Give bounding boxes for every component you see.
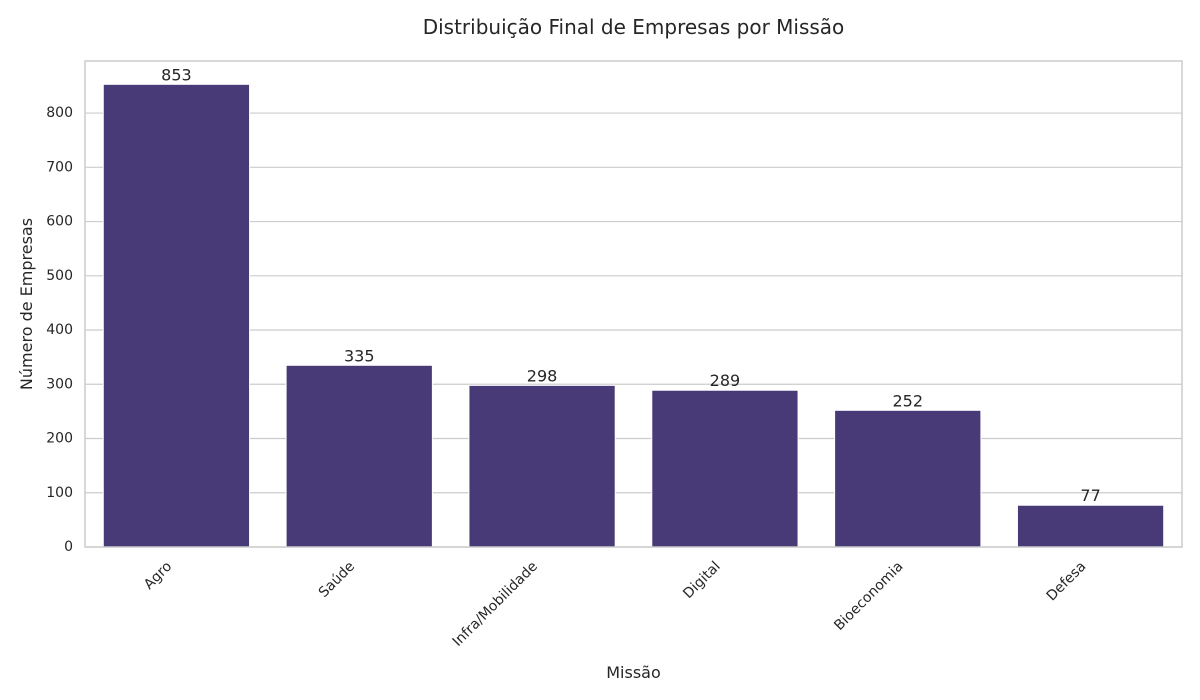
bar-digital xyxy=(651,389,799,548)
bar-value-label: 252 xyxy=(892,391,923,410)
x-axis-ticks: Agro Saúde Infra/Mobilidade Digital Bioecono… xyxy=(141,559,1089,650)
bar-value-label: 289 xyxy=(710,371,741,390)
y-tick-label: 0 xyxy=(64,539,73,555)
y-tick-label: 600 xyxy=(46,214,73,230)
bar-value-label: 853 xyxy=(161,65,192,84)
bar-value-label: 298 xyxy=(527,366,558,385)
x-tick-label: Infra/Mobilidade xyxy=(450,559,541,650)
x-tick-label: Saúde xyxy=(316,559,358,601)
x-axis-label: Missão xyxy=(606,663,661,682)
y-tick-label: 200 xyxy=(46,431,73,447)
y-tick-label: 300 xyxy=(46,376,73,392)
bars xyxy=(102,83,1165,548)
y-axis-label: Número de Empresas xyxy=(17,218,36,390)
x-tick-label: Agro xyxy=(141,559,175,593)
bar-value-label: 335 xyxy=(344,346,375,365)
x-tick-label: Digital xyxy=(680,559,723,602)
y-tick-label: 100 xyxy=(46,485,73,501)
bar-value-label: 77 xyxy=(1080,486,1100,505)
y-tick-label: 500 xyxy=(46,268,73,284)
y-tick-label: 800 xyxy=(46,105,73,121)
bar-defesa xyxy=(1016,504,1165,548)
gridlines xyxy=(85,112,1182,548)
bar-infra-mobilidade xyxy=(468,384,616,548)
bar-bioeconomia xyxy=(834,409,982,548)
y-axis-ticks: 0 100 200 300 400 500 600 700 800 xyxy=(46,105,73,555)
y-tick-label: 400 xyxy=(46,322,73,338)
data-labels: 853 335 298 289 252 77 xyxy=(161,65,1101,505)
chart-title: Distribuição Final de Empresas por Missã… xyxy=(423,15,845,39)
y-tick-label: 700 xyxy=(46,159,73,175)
x-tick-label: Bioeconomia xyxy=(831,559,906,634)
x-tick-label: Defesa xyxy=(1044,559,1090,605)
plot-area-frame xyxy=(84,60,1183,548)
bar-sa-de xyxy=(285,364,433,548)
bar-agro xyxy=(102,83,251,548)
